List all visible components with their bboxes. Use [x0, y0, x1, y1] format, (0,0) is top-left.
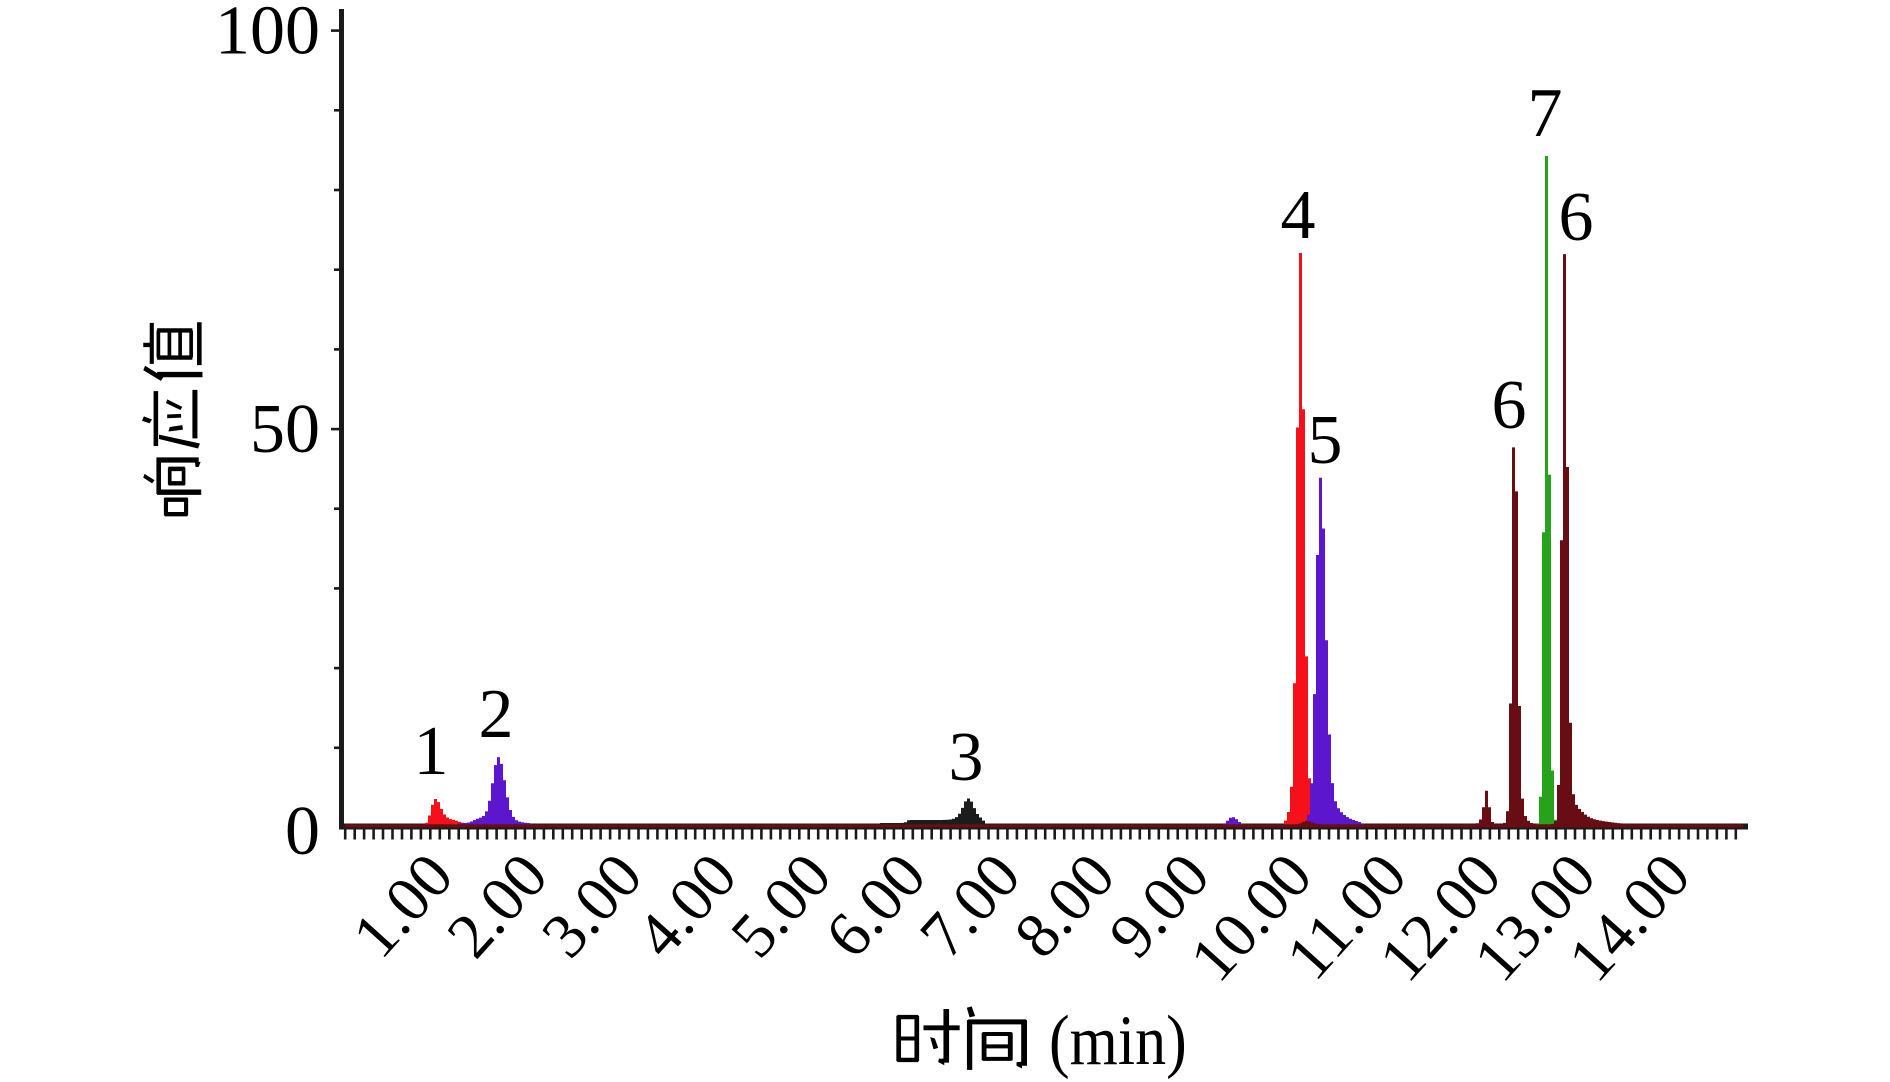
svg-text:6: 6 — [1492, 367, 1527, 444]
svg-text:0: 0 — [285, 793, 320, 870]
svg-text:4: 4 — [1281, 177, 1316, 254]
svg-text:100: 100 — [215, 0, 320, 70]
svg-text:(min): (min) — [1049, 1001, 1187, 1080]
svg-text:2: 2 — [479, 676, 514, 753]
svg-text:5: 5 — [1308, 402, 1343, 479]
svg-text:1: 1 — [414, 713, 449, 790]
svg-text:3: 3 — [949, 719, 984, 796]
svg-text:7: 7 — [1528, 75, 1563, 152]
svg-text:50: 50 — [250, 391, 320, 468]
svg-text:6: 6 — [1559, 179, 1594, 256]
